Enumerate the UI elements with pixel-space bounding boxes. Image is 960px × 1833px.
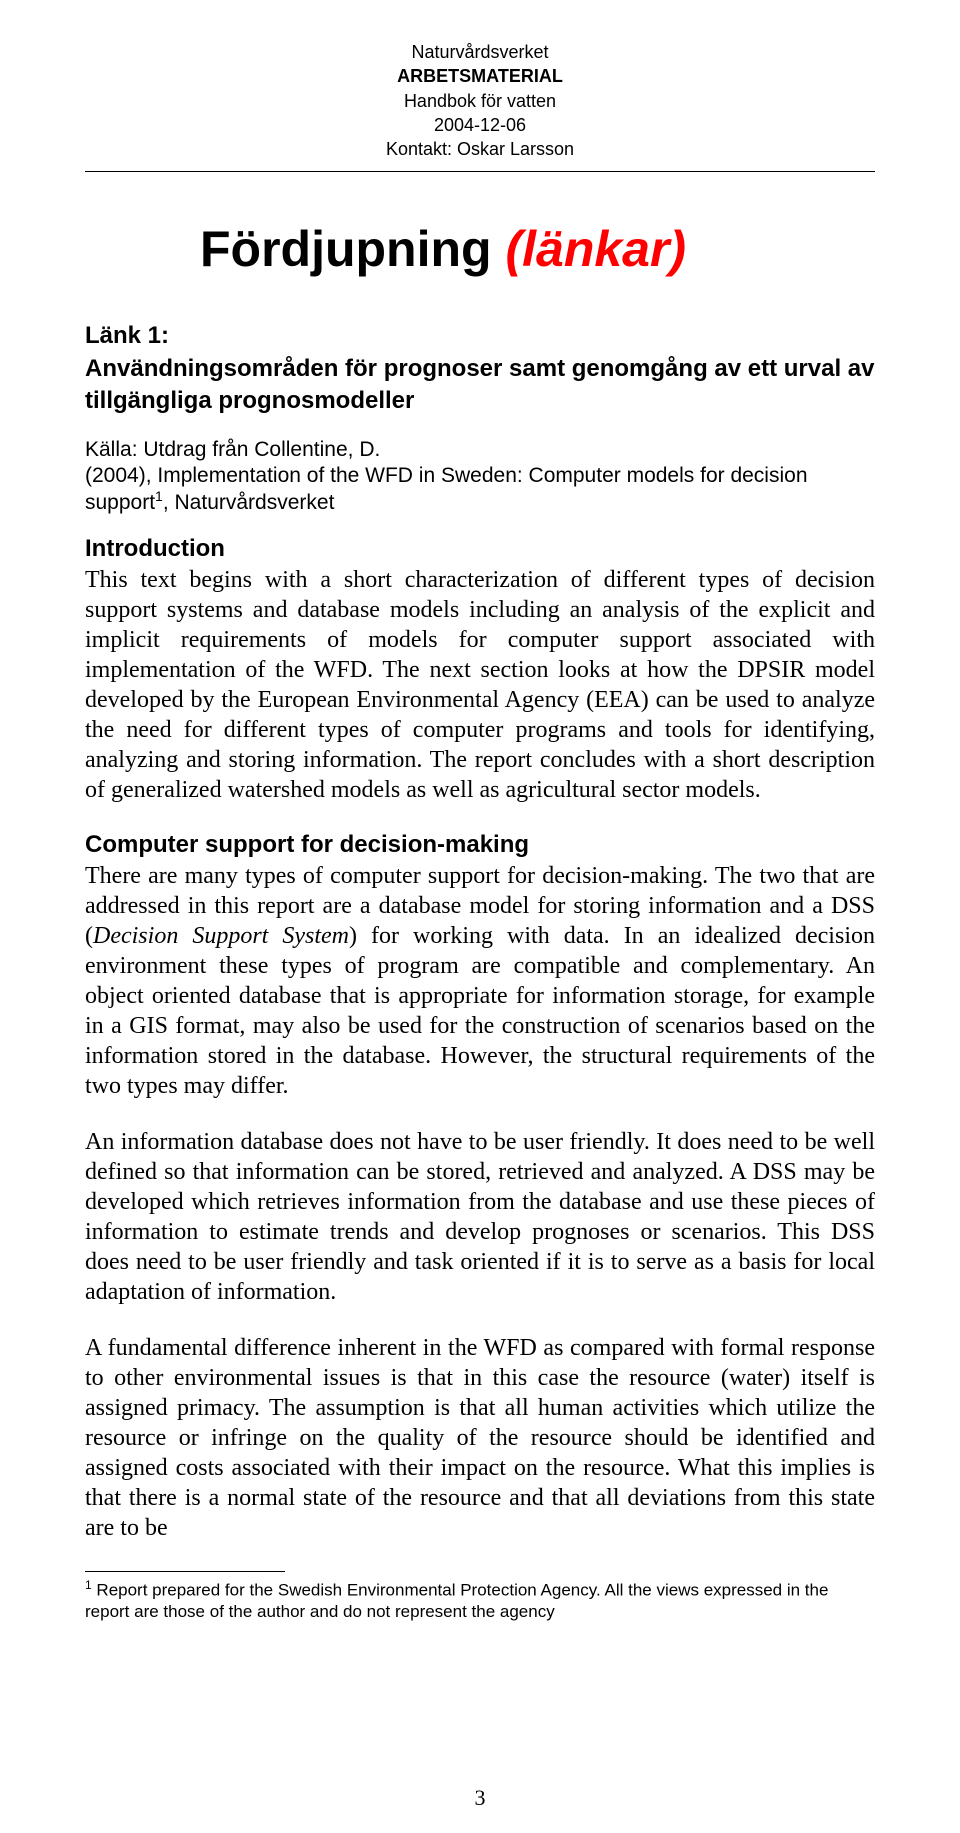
footnote-number: 1 (85, 1578, 92, 1592)
footnote-divider (85, 1571, 285, 1572)
link-heading: Länk 1: Användningsområden för prognoser… (85, 320, 875, 417)
intro-heading: Introduction (85, 535, 875, 563)
source-prefix: Källa: Utdrag från Collentine, D. (85, 438, 380, 461)
document-header: Naturvårdsverket ARBETSMATERIAL Handbok … (85, 40, 875, 169)
header-contact: Kontakt: Oskar Larsson (85, 137, 875, 161)
section2-p1-italic: Decision Support System (93, 923, 349, 949)
section2-heading: Computer support for decision-making (85, 831, 875, 859)
footnote: 1 Report prepared for the Swedish Enviro… (85, 1578, 875, 1624)
section2-p1: There are many types of computer support… (85, 861, 875, 1101)
source-line: Källa: Utdrag från Collentine, D. (85, 438, 875, 462)
source-detail-b: , Naturvårdsverket (163, 491, 335, 514)
link-number: Länk 1: (85, 320, 875, 352)
link-description: Användningsområden för prognoser samt ge… (85, 353, 875, 418)
page-title: Fördjupning (länkar) (200, 220, 875, 278)
header-divider (85, 171, 875, 172)
section2-p1-b: ) for working with data. In an idealized… (85, 923, 875, 1099)
source-footnote-ref: 1 (155, 488, 163, 504)
footnote-text: Report prepared for the Swedish Environm… (85, 1580, 828, 1621)
section2-p2: An information database does not have to… (85, 1127, 875, 1307)
title-main: Fördjupning (200, 221, 505, 277)
header-org: Naturvårdsverket (85, 40, 875, 64)
header-material: ARBETSMATERIAL (85, 64, 875, 88)
header-date: 2004-12-06 (85, 113, 875, 137)
intro-body: This text begins with a short characteri… (85, 565, 875, 805)
section2-p3: A fundamental difference inherent in the… (85, 1333, 875, 1543)
header-handbook: Handbok för vatten (85, 89, 875, 113)
title-italic: (länkar) (505, 221, 686, 277)
page-number: 3 (0, 1785, 960, 1811)
source-detail: (2004), Implementation of the WFD in Swe… (85, 464, 875, 515)
